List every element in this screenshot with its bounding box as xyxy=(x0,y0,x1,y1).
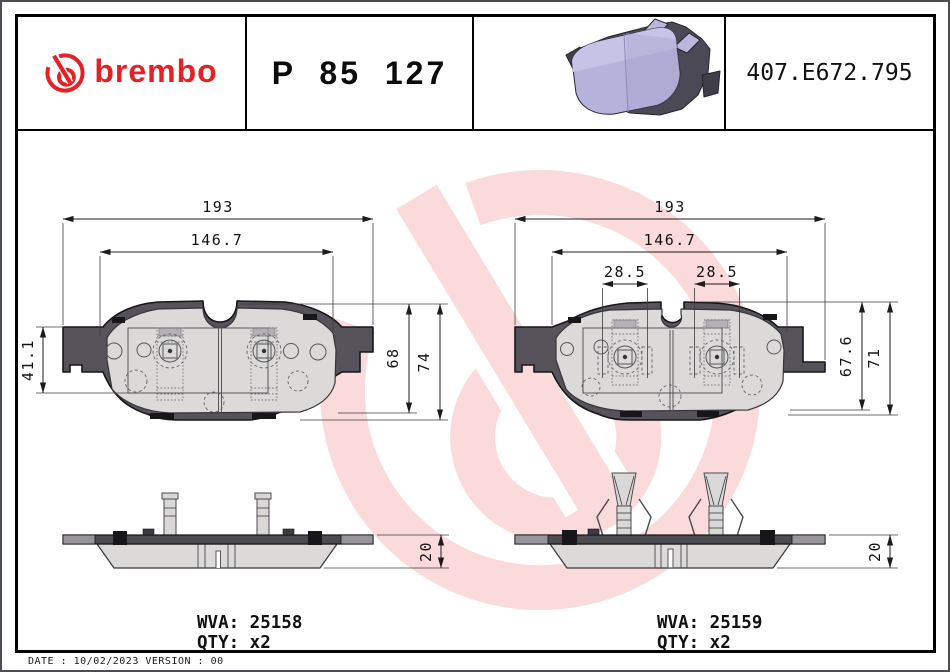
catalog-number-cell: 407.E672.795 xyxy=(726,17,933,129)
dim-pin-left: 28.5 xyxy=(604,263,646,281)
pin-assembly-right-2 xyxy=(689,319,745,386)
part-number-cell: P 85 127 xyxy=(247,17,474,129)
side-view-right xyxy=(514,472,826,569)
qty-left: QTY: x2 xyxy=(197,633,271,650)
sheet-border: brembo P 85 127 407.E672.795 xyxy=(15,14,936,653)
dim-left-inner-width: 146.7 xyxy=(191,231,244,249)
brembo-wordmark: brembo xyxy=(94,53,218,89)
dimensions-left: 193 146.7 41.1 68 74 20 xyxy=(19,198,449,569)
part-number: P 85 127 xyxy=(271,54,448,91)
dim-left-height: 41.1 xyxy=(19,339,37,381)
logo-cell: brembo xyxy=(18,17,247,129)
dim-total-height-left: 74 xyxy=(415,351,433,372)
qty-right: QTY: x2 xyxy=(657,633,731,650)
dim-right-total-width: 193 xyxy=(654,198,686,216)
dim-friction-height-left: 68 xyxy=(384,347,402,368)
dim-pin-right: 28.5 xyxy=(696,263,738,281)
pin-assembly-left-1 xyxy=(152,327,188,401)
header-row: brembo P 85 127 407.E672.795 xyxy=(18,17,933,131)
date-version-line: DATE : 10/02/2023 VERSION : 00 xyxy=(28,656,224,667)
brembo-logo-mark-icon xyxy=(45,53,85,93)
technical-drawing: 193 146.7 41.1 68 74 20 193 xyxy=(19,131,898,650)
brake-pad-illustration xyxy=(565,18,721,116)
wva-right: WVA: 25159 xyxy=(657,613,762,633)
front-view-right xyxy=(514,301,826,421)
pad3d-right-tab xyxy=(701,70,721,98)
dimensions-right: 193 146.7 28.5 28.5 67.6 71 20 xyxy=(514,198,898,569)
pad3d-clip-2 xyxy=(673,32,701,54)
dim-left-total-width: 193 xyxy=(202,198,234,216)
dim-total-height-right: 71 xyxy=(865,347,883,368)
dim-right-inner-width: 146.7 xyxy=(644,231,697,249)
brembo-logo: brembo xyxy=(45,53,217,93)
pin-assembly-left-2 xyxy=(246,327,282,401)
dim-thickness-left: 20 xyxy=(417,541,435,562)
pin-assembly-right-1 xyxy=(597,319,653,386)
side-view-left xyxy=(62,492,374,569)
dim-friction-height-right: 67.6 xyxy=(837,335,855,377)
wva-left: WVA: 25158 xyxy=(197,613,302,633)
product-photo-cell xyxy=(474,17,726,129)
front-view-left xyxy=(62,300,374,421)
catalog-number: 407.E672.795 xyxy=(746,60,913,86)
dim-thickness-right: 20 xyxy=(866,541,884,562)
